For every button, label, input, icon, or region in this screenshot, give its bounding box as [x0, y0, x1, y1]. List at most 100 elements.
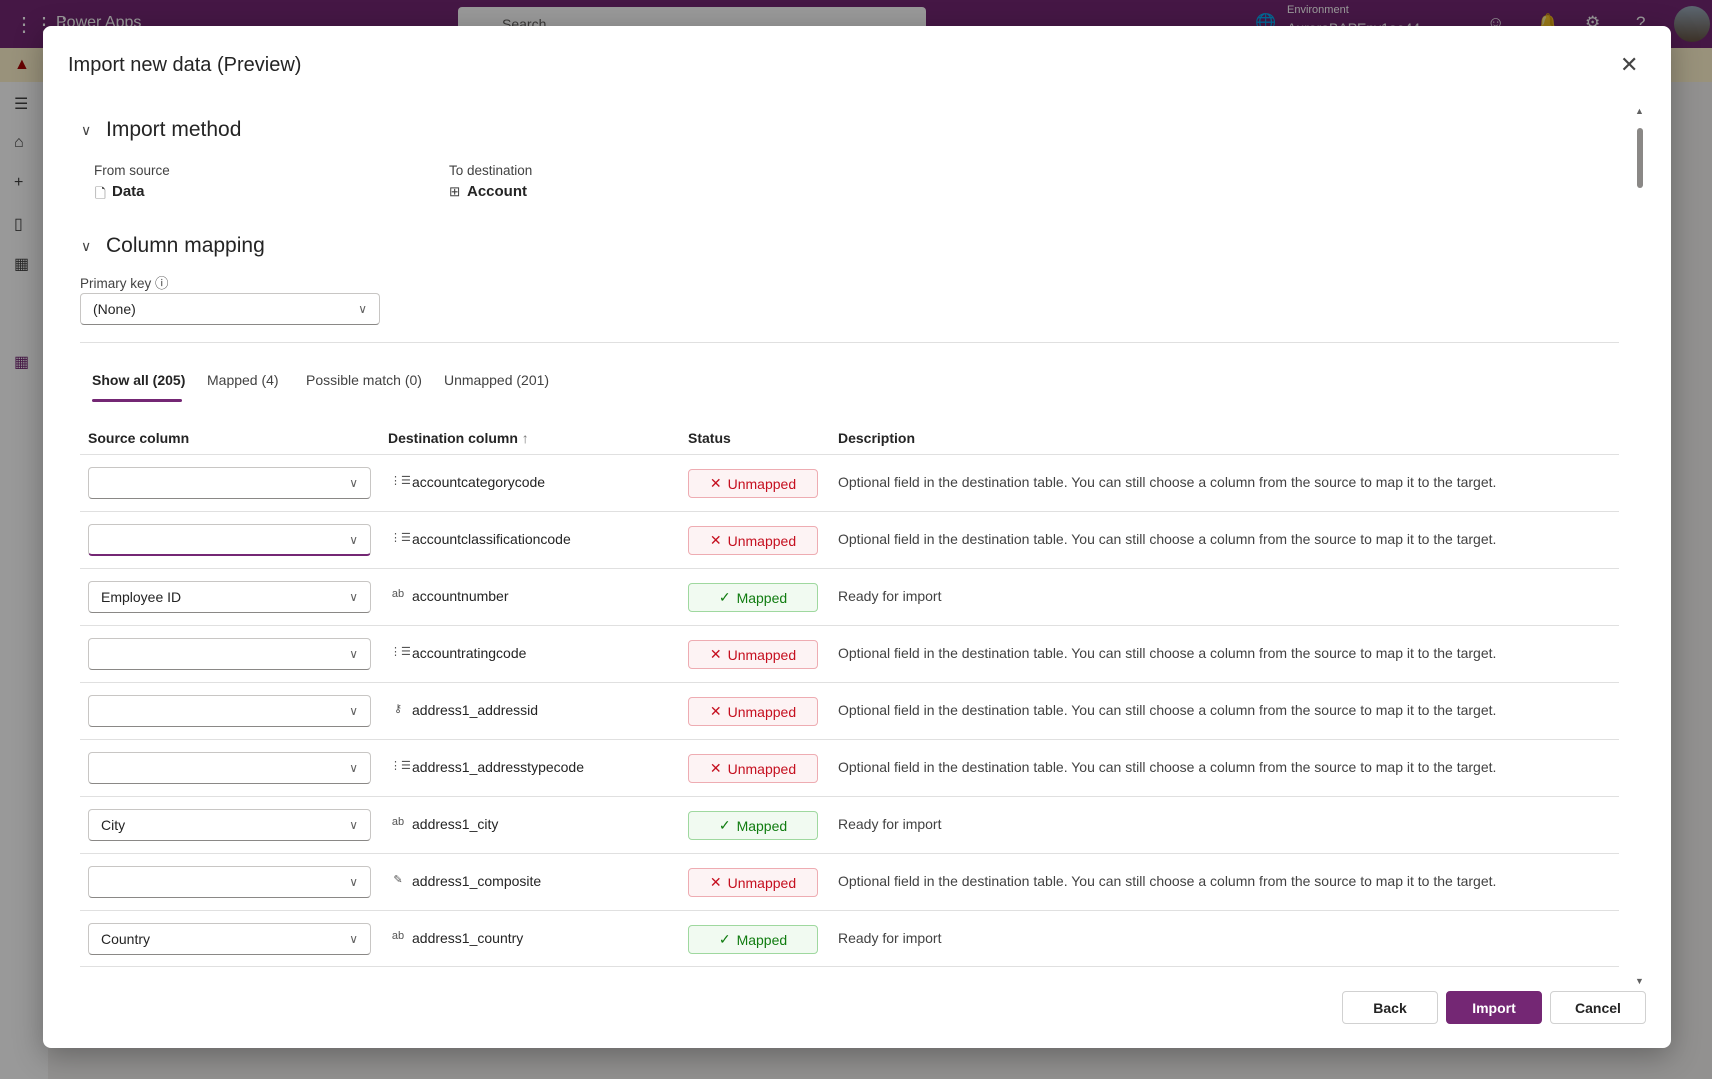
scroll-up-icon[interactable]: ▲: [1635, 106, 1644, 116]
description-text: Optional field in the destination table.…: [838, 645, 1497, 661]
status-text: Mapped: [736, 931, 788, 948]
description-text: Optional field in the destination table.…: [838, 474, 1497, 490]
header-status[interactable]: Status: [688, 430, 731, 446]
source-column-dropdown[interactable]: ∨: [88, 695, 371, 727]
primary-key-label: Primary key ⓘ: [80, 272, 169, 292]
status-text: Unmapped: [727, 703, 797, 720]
tab-mapped[interactable]: Mapped (4): [207, 372, 279, 388]
sidebar: ☰ ⌂ + ▯ ▦ ▦: [0, 82, 48, 1079]
dialog-title: Import new data (Preview): [68, 54, 302, 76]
description-text: Ready for import: [838, 588, 942, 604]
to-destination-label: To destination: [449, 163, 533, 178]
table-icon: ⊞: [449, 184, 461, 199]
source-column-value: City: [101, 817, 126, 833]
menu-icon[interactable]: ☰: [14, 96, 29, 113]
checkmark-icon: ✓: [718, 817, 731, 833]
scroll-down-icon[interactable]: ▼: [1635, 976, 1644, 986]
text-field-icon: ab: [391, 588, 405, 600]
chevron-down-icon: ∨: [349, 875, 358, 889]
text-field-icon: ab: [391, 930, 405, 942]
table-row: Employee ID ∨ ab accountnumber ✓ Mapped Re…: [80, 568, 1619, 625]
table-row: ∨ ⋮☰ accountratingcode ✕ Unmapped Optiona…: [80, 625, 1619, 682]
source-column-dropdown[interactable]: ∨: [88, 638, 371, 670]
to-destination-value: Account: [467, 183, 527, 200]
destination-column-name: address1_addresstypecode: [412, 759, 585, 775]
primary-key-dropdown[interactable]: (None) ∨: [80, 293, 380, 325]
cancel-button[interactable]: Cancel: [1550, 991, 1646, 1024]
import-dialog: Import new data (Preview) ✕ ∨ Import met…: [43, 26, 1671, 1048]
chevron-down-icon: ∨: [349, 476, 358, 490]
avatar[interactable]: [1674, 6, 1710, 42]
active-tab-indicator: [92, 399, 182, 402]
learn-icon[interactable]: ▯: [14, 216, 23, 233]
import-button[interactable]: Import: [1446, 991, 1542, 1024]
header-source-column[interactable]: Source column: [88, 430, 190, 446]
status-text: Mapped: [736, 589, 788, 606]
source-column-dropdown[interactable]: ∨: [88, 467, 371, 499]
source-column-dropdown[interactable]: ∨: [88, 866, 371, 898]
key-icon: ⚷: [393, 703, 403, 715]
status-text: Unmapped: [727, 532, 797, 549]
source-column-dropdown[interactable]: ∨: [88, 752, 371, 784]
header-destination-text: Destination column: [388, 430, 518, 446]
status-badge: ✓ Mapped: [688, 811, 818, 840]
chevron-down-icon[interactable]: ∨: [81, 238, 92, 254]
home-icon[interactable]: ⌂: [14, 134, 24, 151]
source-column-value: Country: [101, 931, 151, 947]
description-text: Ready for import: [838, 816, 942, 832]
status-text: Unmapped: [727, 646, 797, 663]
choice-list-icon: ⋮☰: [390, 475, 411, 487]
warning-icon: ▲: [14, 56, 30, 73]
tab-show-all[interactable]: Show all (205): [92, 372, 186, 388]
scrollbar[interactable]: ▲ ▼: [1635, 106, 1645, 996]
status-badge: ✓ Mapped: [688, 925, 818, 954]
back-button[interactable]: Back: [1342, 991, 1438, 1024]
source-column-value: Employee ID: [101, 589, 182, 605]
choice-list-icon: ⋮☰: [390, 646, 411, 658]
divider: [80, 966, 1619, 967]
info-icon[interactable]: ⓘ: [155, 276, 169, 291]
chevron-down-icon: ∨: [349, 647, 358, 661]
header-description[interactable]: Description: [838, 430, 916, 446]
scrollbar-thumb[interactable]: [1637, 128, 1643, 188]
x-icon: ✕: [709, 760, 722, 776]
header-destination-column[interactable]: Destination column ↑: [388, 430, 529, 446]
status-badge: ✕ Unmapped: [688, 640, 818, 669]
status-text: Unmapped: [727, 475, 797, 492]
tables-icon[interactable]: ▦: [14, 354, 30, 371]
help-icon[interactable]: ?: [1636, 13, 1646, 32]
x-icon: ✕: [709, 646, 722, 662]
choice-list-icon: ⋮☰: [390, 532, 411, 544]
multiline-text-icon: ✎: [393, 874, 403, 886]
from-source-label: From source: [94, 163, 170, 178]
table-row: ∨ ✎ address1_composite ✕ Unmapped Optiona…: [80, 853, 1619, 910]
plus-icon[interactable]: +: [14, 174, 24, 191]
checkmark-icon: ✓: [718, 931, 731, 947]
x-icon: ✕: [709, 874, 722, 890]
chevron-down-icon[interactable]: ∨: [81, 122, 92, 138]
tab-possible-match[interactable]: Possible match (0): [306, 372, 422, 388]
status-badge: ✕ Unmapped: [688, 469, 818, 498]
table-row: ∨ ⋮☰ accountclassificationcode ✕ Unmapped…: [80, 511, 1619, 568]
chevron-down-icon: ∨: [358, 302, 367, 316]
status-badge: ✕ Unmapped: [688, 697, 818, 726]
environment-label: Environment: [1287, 4, 1349, 16]
from-source-value: Data: [112, 183, 145, 200]
description-text: Optional field in the destination table.…: [838, 531, 1497, 547]
source-column-dropdown[interactable]: ∨: [88, 524, 371, 556]
chevron-down-icon: ∨: [349, 818, 358, 832]
status-text: Mapped: [736, 817, 788, 834]
sort-ascending-icon: ↑: [521, 430, 529, 446]
apps-icon[interactable]: ▦: [14, 256, 30, 273]
chevron-down-icon: ∨: [349, 704, 358, 718]
source-column-dropdown[interactable]: Country ∨: [88, 923, 371, 955]
file-icon: 🗋: [95, 186, 106, 201]
divider: [80, 342, 1619, 343]
source-column-dropdown[interactable]: City ∨: [88, 809, 371, 841]
tab-unmapped[interactable]: Unmapped (201): [444, 372, 550, 388]
description-text: Ready for import: [838, 930, 942, 946]
close-icon[interactable]: ✕: [1620, 52, 1639, 77]
source-column-dropdown[interactable]: Employee ID ∨: [88, 581, 371, 613]
table-row: City ∨ ab address1_city ✓ Mapped Ready for…: [80, 796, 1619, 853]
table-row: ∨ ⋮☰ accountcategorycode ✕ Unmapped Optio…: [80, 454, 1619, 511]
